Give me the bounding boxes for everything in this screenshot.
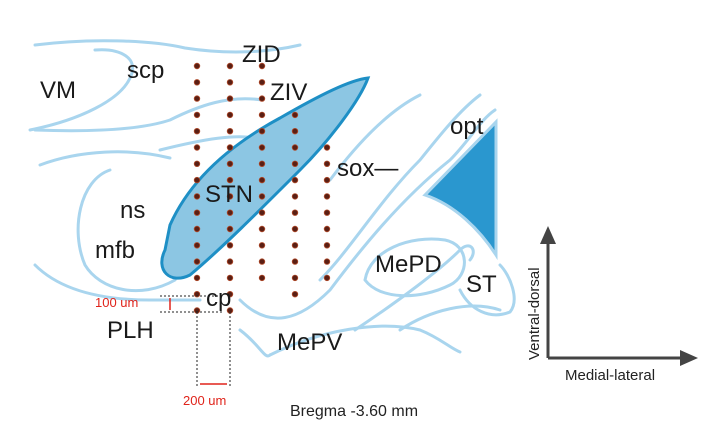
recording-site [259, 243, 265, 249]
recording-site [292, 226, 298, 232]
recording-site [227, 210, 233, 216]
recording-site [227, 243, 233, 249]
recording-site [292, 128, 298, 134]
recording-site [227, 128, 233, 134]
region-label: ZIV [270, 79, 307, 106]
recording-site [324, 259, 330, 265]
recording-site [227, 259, 233, 265]
region-label: opt [450, 113, 484, 140]
region-label: ns [120, 197, 145, 224]
recording-site [227, 275, 233, 281]
recording-site [227, 161, 233, 167]
region-label: scp [127, 57, 164, 84]
recording-site [324, 145, 330, 151]
recording-site [194, 177, 200, 183]
recording-site [194, 96, 200, 102]
recording-site [324, 177, 330, 183]
region-label: ZID [242, 41, 281, 68]
orientation-axes [540, 226, 698, 366]
recording-site [292, 243, 298, 249]
recording-site [324, 275, 330, 281]
recording-site [227, 96, 233, 102]
recording-site [292, 161, 298, 167]
recording-site [259, 161, 265, 167]
atlas-figure: VM scp ZID ZIV opt sox— ns STN mfb MePD … [0, 0, 702, 428]
recording-site [259, 210, 265, 216]
recording-site [227, 63, 233, 69]
recording-site [292, 145, 298, 151]
recording-site [324, 243, 330, 249]
caption: Bregma -3.60 mm [290, 403, 418, 420]
recording-site [194, 63, 200, 69]
axis-label: Medial-lateral [565, 367, 655, 384]
recording-site [292, 275, 298, 281]
recording-site [194, 80, 200, 86]
recording-site [194, 226, 200, 232]
recording-site [227, 112, 233, 118]
scale-label: 200 um [183, 393, 226, 408]
recording-site [259, 80, 265, 86]
recording-site [292, 112, 298, 118]
recording-site [292, 291, 298, 297]
recording-site [194, 210, 200, 216]
region-label: VM [40, 77, 76, 104]
recording-site [292, 210, 298, 216]
recording-site [259, 128, 265, 134]
recording-site [259, 194, 265, 200]
recording-site [324, 226, 330, 232]
recording-site [194, 275, 200, 281]
recording-site [259, 177, 265, 183]
recording-site [227, 80, 233, 86]
recording-site [259, 112, 265, 118]
recording-site [194, 161, 200, 167]
recording-site [259, 145, 265, 151]
region-label: sox— [337, 155, 398, 182]
recording-site [227, 145, 233, 151]
recording-site [259, 275, 265, 281]
axis-label: Ventral-dorsal [526, 267, 543, 360]
region-label: cp [206, 285, 231, 312]
recording-site [194, 112, 200, 118]
recording-site [259, 96, 265, 102]
region-label: MePV [277, 329, 342, 356]
recording-site [292, 259, 298, 265]
recording-site [324, 161, 330, 167]
region-label: STN [205, 181, 253, 208]
recording-site [194, 128, 200, 134]
recording-site [324, 210, 330, 216]
region-label: MePD [375, 251, 442, 278]
region-label: PLH [107, 317, 154, 344]
recording-site [292, 194, 298, 200]
recording-site [227, 226, 233, 232]
recording-site [324, 194, 330, 200]
region-label: ST [466, 271, 497, 298]
scale-label: 100 um [95, 295, 138, 310]
recording-site [194, 145, 200, 151]
recording-site [194, 194, 200, 200]
recording-site [292, 177, 298, 183]
recording-site [194, 259, 200, 265]
recording-site [194, 243, 200, 249]
region-label: mfb [95, 237, 135, 264]
recording-site [259, 226, 265, 232]
recording-site [259, 259, 265, 265]
